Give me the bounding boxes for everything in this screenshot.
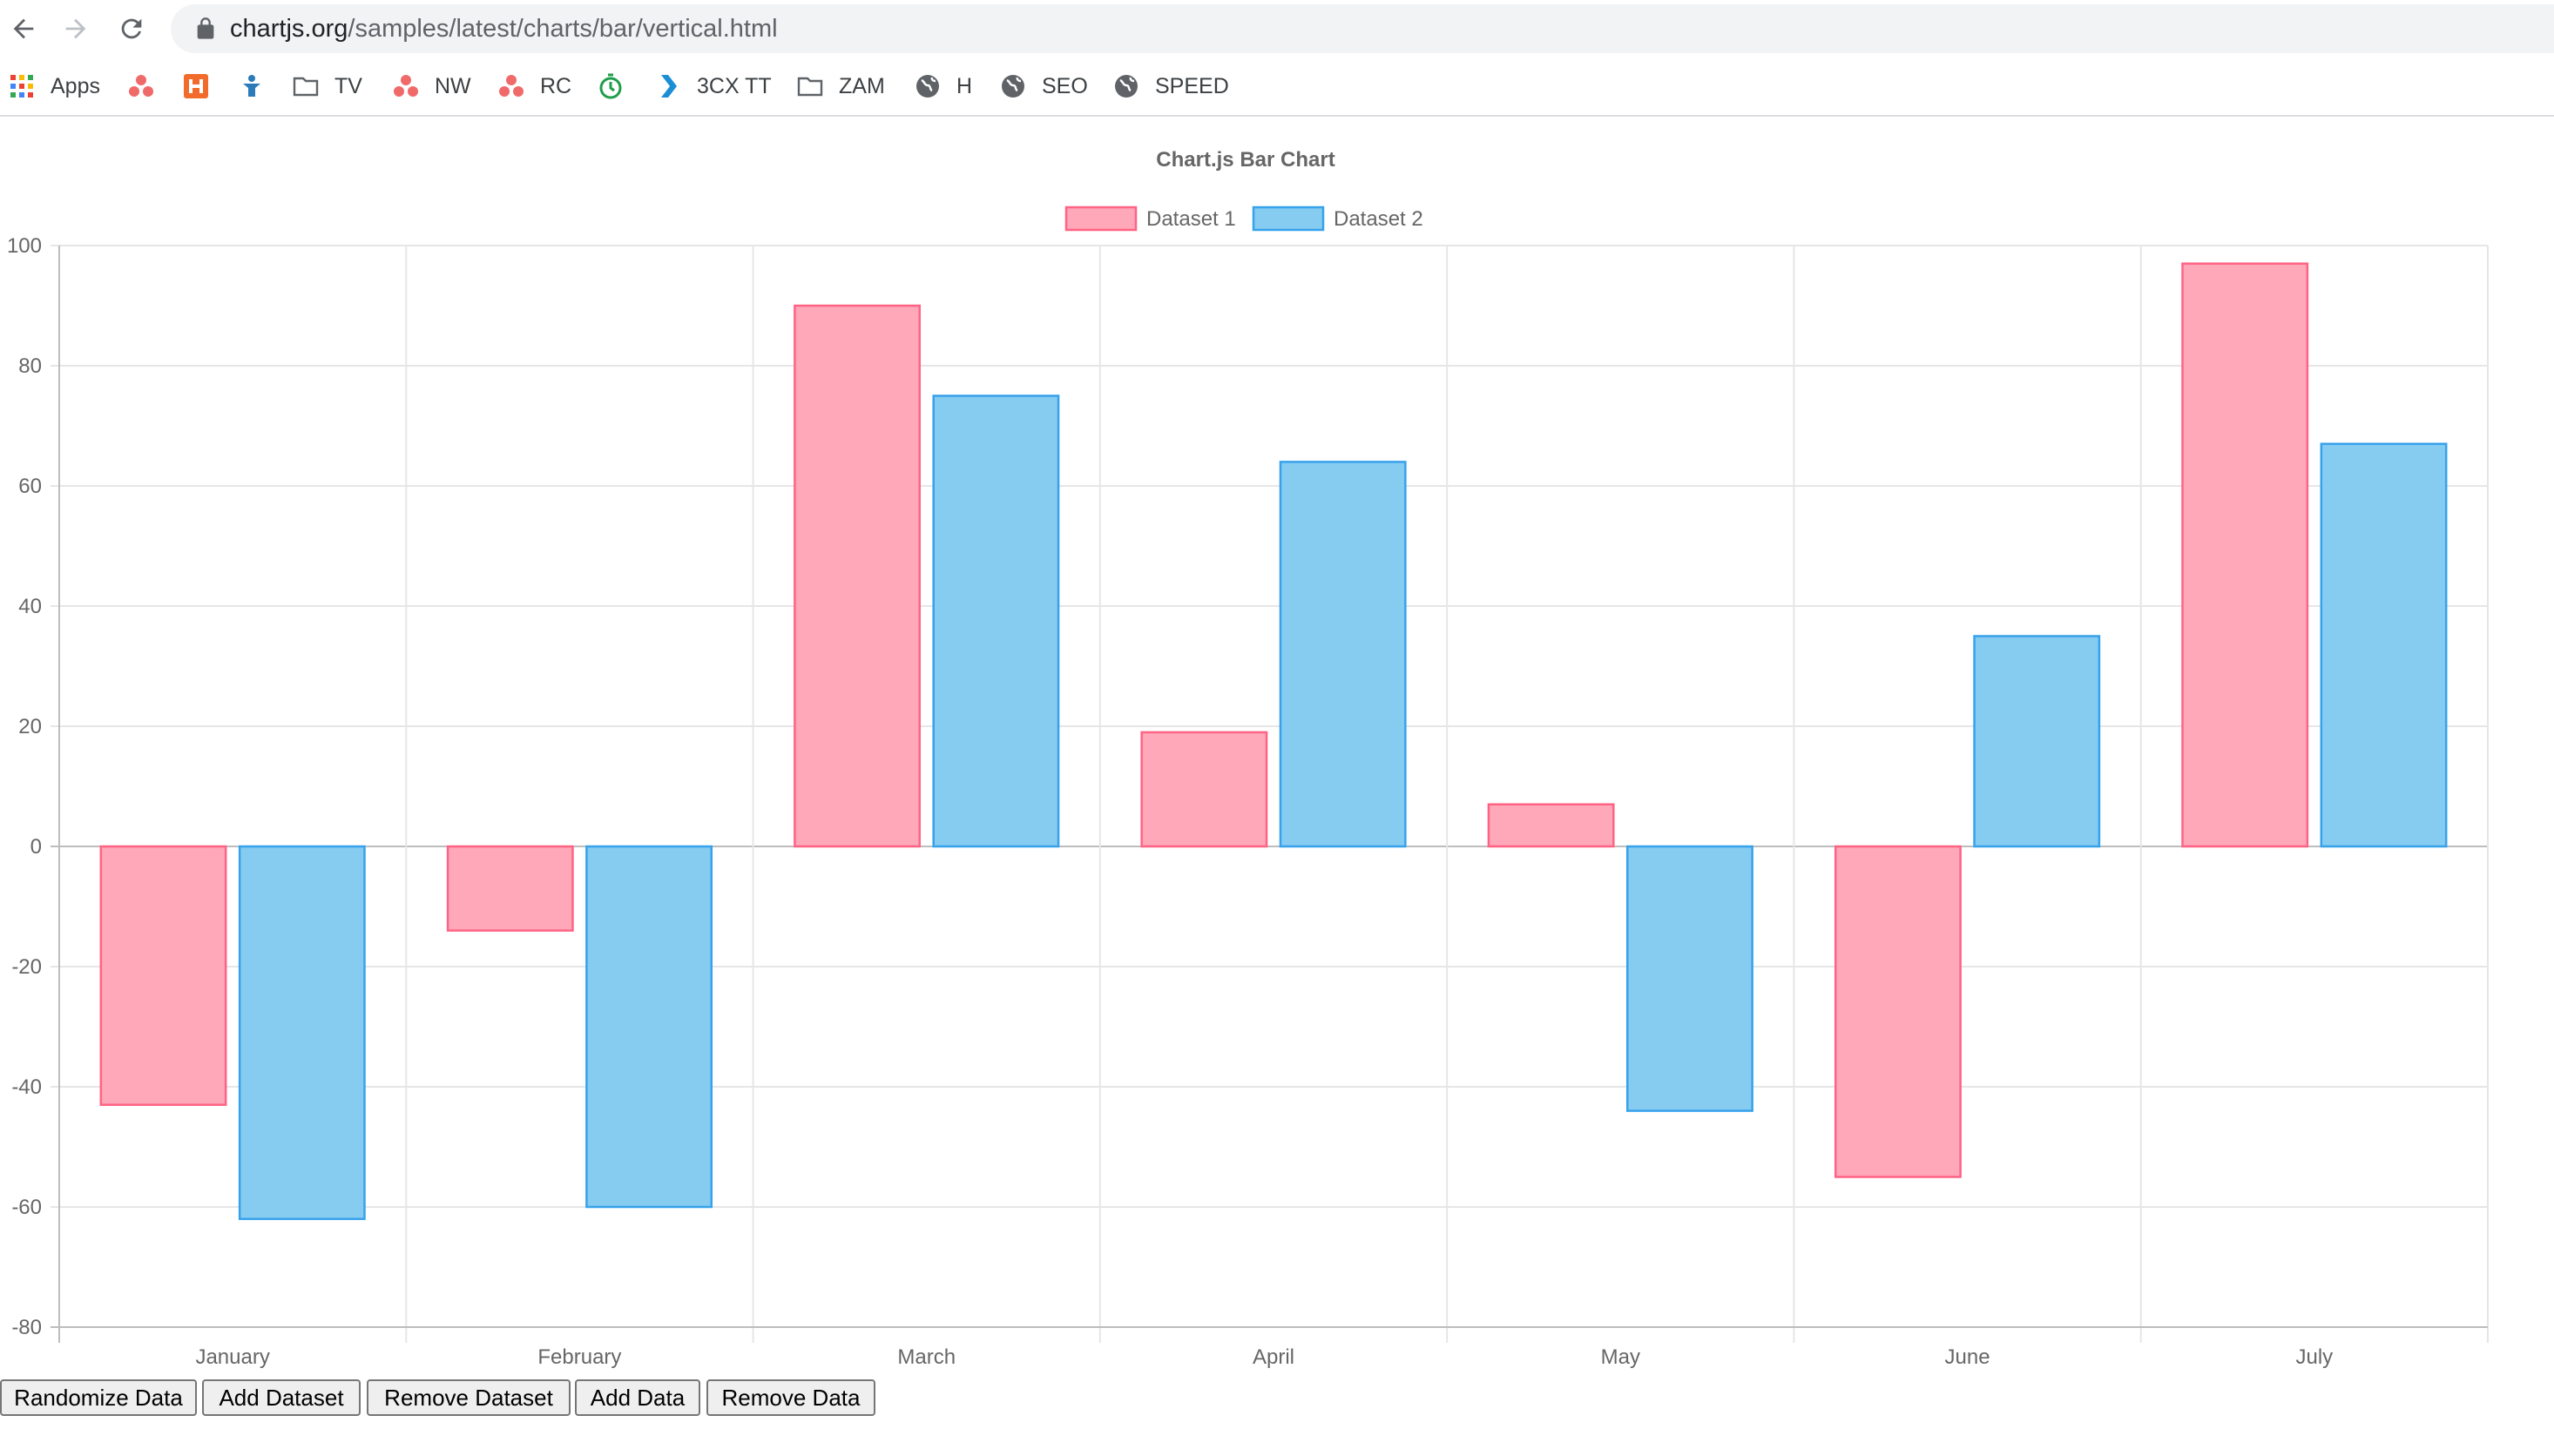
bar-march-series-2 [932,394,1060,848]
globe-icon [1115,75,1138,98]
lock-icon [197,17,214,39]
bookmark-label: Apps [51,73,100,98]
url-path: /samples/latest/charts/bar/vertical.html [348,15,778,43]
x-tick-label: July [2296,1345,2334,1369]
reload-button[interactable] [108,5,155,52]
back-button[interactable] [0,5,47,52]
remove-dataset-button[interactable]: Remove Dataset [367,1379,571,1416]
bookmark-tv[interactable]: TV [293,57,362,115]
folder-icon [797,77,823,97]
bar-chart: 100 80 60 40 20 0 -20 -40 -60 -80 January February M… [7,148,2489,1369]
bookmark-seo[interactable]: SEO [1000,57,1088,115]
bar-february-series-2 [585,845,713,1209]
back-arrow-icon [13,18,34,39]
bookmark-h[interactable] [183,57,209,115]
bookmark-label: H [956,73,973,98]
x-tick-label: June [1945,1345,1990,1369]
bar-june-series-1 [1834,845,1962,1178]
folder-icon [293,77,319,97]
chart-legend: Dataset 1 Dataset 2 [1064,206,1423,232]
bookmark-label: TV [334,73,362,98]
x-tick-label: April [1253,1345,1294,1369]
legend-label-series-1: Dataset 1 [1146,207,1236,231]
apps-grid-icon [10,75,33,98]
legend-swatch-series-2 [1252,206,1325,232]
y-tick-label: -60 [11,1196,42,1219]
remove-data-button[interactable]: Remove Data [706,1379,875,1416]
address-bar[interactable]: chartjs.org/samples/latest/charts/bar/ve… [171,4,2554,53]
x-tick-label: May [1601,1345,1640,1369]
bookmark-rc[interactable]: RC [498,57,571,115]
bookmarks-bar: Apps TV NW RC 3CX TT ZAM H SEO SPEED [0,57,2554,117]
bar-april-series-1 [1140,731,1268,848]
bookmark-label: SEO [1042,73,1088,98]
y-tick-label: 40 [18,595,42,618]
blue-figure-icon [243,75,260,97]
asana-icon [499,75,524,97]
globe-icon [1002,75,1024,98]
y-tick-label: 100 [7,234,42,258]
y-tick-label: -20 [11,955,42,979]
bar-january-series-1 [99,845,227,1106]
chevron-blue-icon [661,75,677,98]
chart-axes [51,246,2488,1343]
y-tick-label: 80 [18,354,42,378]
asana-icon [394,75,418,97]
bar-july-series-1 [2181,262,2309,848]
add-data-button[interactable]: Add Data [575,1379,700,1416]
x-tick-label: March [897,1345,956,1369]
bookmark-h-globe[interactable]: H [915,57,972,115]
bookmark-speed[interactable]: SPEED [1113,57,1229,115]
randomize-data-button[interactable]: Randomize Data [0,1379,197,1416]
bookmark-label: ZAM [839,73,885,98]
bookmark-zam[interactable]: ZAM [797,57,885,115]
legend-label-series-2: Dataset 2 [1334,207,1423,231]
bar-february-series-1 [446,845,574,932]
y-tick-label: -80 [11,1316,42,1339]
bar-march-series-1 [794,304,921,848]
chart-labels: 100 80 60 40 20 0 -20 -40 -60 -80 January February M… [7,234,2333,1369]
green-timer-icon [599,73,622,99]
bar-may-series-2 [1626,845,1753,1112]
bar-june-series-2 [1973,635,2101,848]
asana-icon [129,75,153,97]
y-tick-label: 60 [18,475,42,498]
forward-arrow-icon [65,18,86,39]
url-text: chartjs.org/samples/latest/charts/bar/ve… [230,4,778,53]
bookmark-label: NW [435,73,471,98]
bookmark-apps[interactable]: Apps [9,57,100,115]
chart-bars [99,262,2448,1221]
reload-icon [121,18,142,39]
chart-grid [51,245,2489,1343]
chart-title: Chart.js Bar Chart [1156,148,1334,172]
bookmark-label: 3CX TT [697,73,772,98]
bookmark-asana-1[interactable] [128,57,154,115]
globe-icon [916,75,939,98]
y-tick-label: 20 [18,715,42,738]
bookmark-timer[interactable] [598,57,624,115]
bar-april-series-2 [1279,461,1407,848]
forward-button[interactable] [52,5,99,52]
browser-toolbar: chartjs.org/samples/latest/charts/bar/ve… [0,0,2554,57]
bookmark-nw[interactable]: NW [393,57,471,115]
bar-january-series-2 [238,845,366,1221]
y-tick-label: 0 [30,835,42,859]
bookmark-3cx[interactable]: 3CX TT [655,57,772,115]
bar-may-series-1 [1487,803,1615,848]
add-dataset-button[interactable]: Add Dataset [202,1379,361,1416]
url-host: chartjs.org [230,15,348,43]
bookmark-label: RC [540,73,572,98]
x-tick-label: January [195,1345,269,1369]
bar-july-series-2 [2320,442,2448,848]
bookmark-figure[interactable] [239,57,265,115]
legend-swatch-series-1 [1064,206,1138,232]
x-tick-label: February [537,1345,621,1369]
h-orange-icon [184,74,208,98]
y-tick-label: -40 [11,1075,42,1099]
bookmark-label: SPEED [1155,73,1229,98]
